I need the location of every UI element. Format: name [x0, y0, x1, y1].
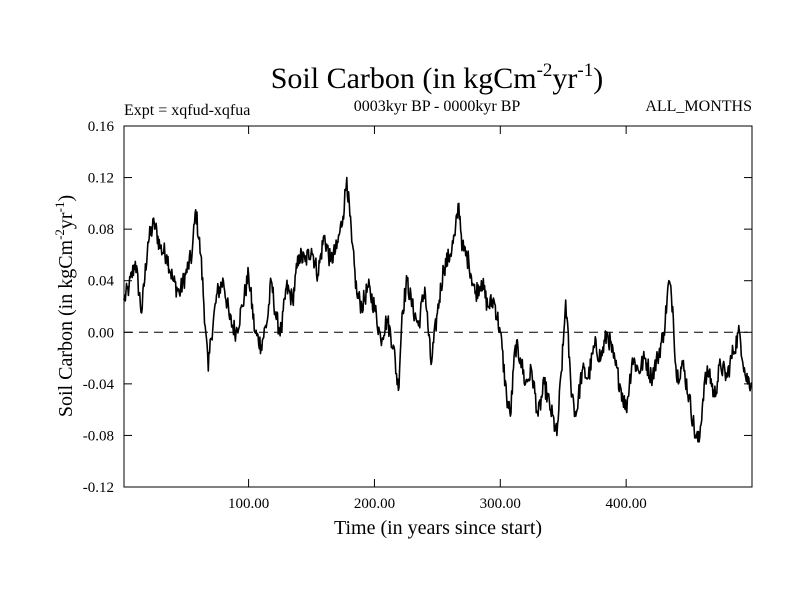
y-axis-label: Soil Carbon (in kgCm-2yr-1) — [52, 195, 77, 417]
chart-title-sup1: -2 — [537, 60, 553, 81]
y-axis-label-sup2: -1 — [52, 202, 67, 213]
x-tick-label: 400.00 — [606, 496, 647, 512]
chart-title-main: Soil Carbon (in kgCm — [271, 62, 537, 95]
y-tick-label: 0.12 — [88, 171, 114, 187]
x-tick-label: 200.00 — [354, 496, 395, 512]
y-axis-label-mid: yr — [55, 212, 77, 229]
x-tick-label: 300.00 — [480, 496, 521, 512]
y-axis-label-main: Soil Carbon (in kgCm — [55, 239, 77, 417]
y-tick-label: 0.04 — [88, 274, 115, 290]
months-label: ALL_MONTHS — [645, 98, 752, 115]
expt-label: Expt = xqfud-xqfua — [124, 102, 250, 119]
y-axis-label-sup1: -2 — [52, 229, 67, 240]
y-tick-label: 0.00 — [88, 325, 114, 341]
period-label: 0003kyr BP - 0000kyr BP — [354, 98, 521, 115]
x-tick-label: 100.00 — [228, 496, 269, 512]
y-tick-label: -0.12 — [83, 480, 114, 496]
plot-frame — [123, 125, 753, 488]
chart-title: Soil Carbon (in kgCm-2yr-1) — [271, 60, 604, 95]
y-tick-label: 0.16 — [88, 119, 115, 135]
y-axis-ticks: 0.16 0.12 0.08 0.04 0.00 -0.04 -0.08 -0.12 — [83, 119, 752, 496]
series-line — [123, 176, 753, 443]
chart-title-mid: yr — [552, 62, 577, 95]
chart-title-end: ) — [593, 62, 603, 95]
x-axis-ticks: 100.00 200.00 300.00 400.00 — [228, 126, 647, 512]
y-axis-label-end: ) — [55, 195, 77, 202]
y-tick-label: -0.04 — [83, 377, 115, 393]
y-tick-label: 0.08 — [88, 222, 114, 238]
x-axis-label: Time (in years since start) — [334, 517, 542, 539]
chart-title-sup2: -1 — [577, 60, 593, 81]
y-tick-label: -0.08 — [83, 428, 114, 444]
